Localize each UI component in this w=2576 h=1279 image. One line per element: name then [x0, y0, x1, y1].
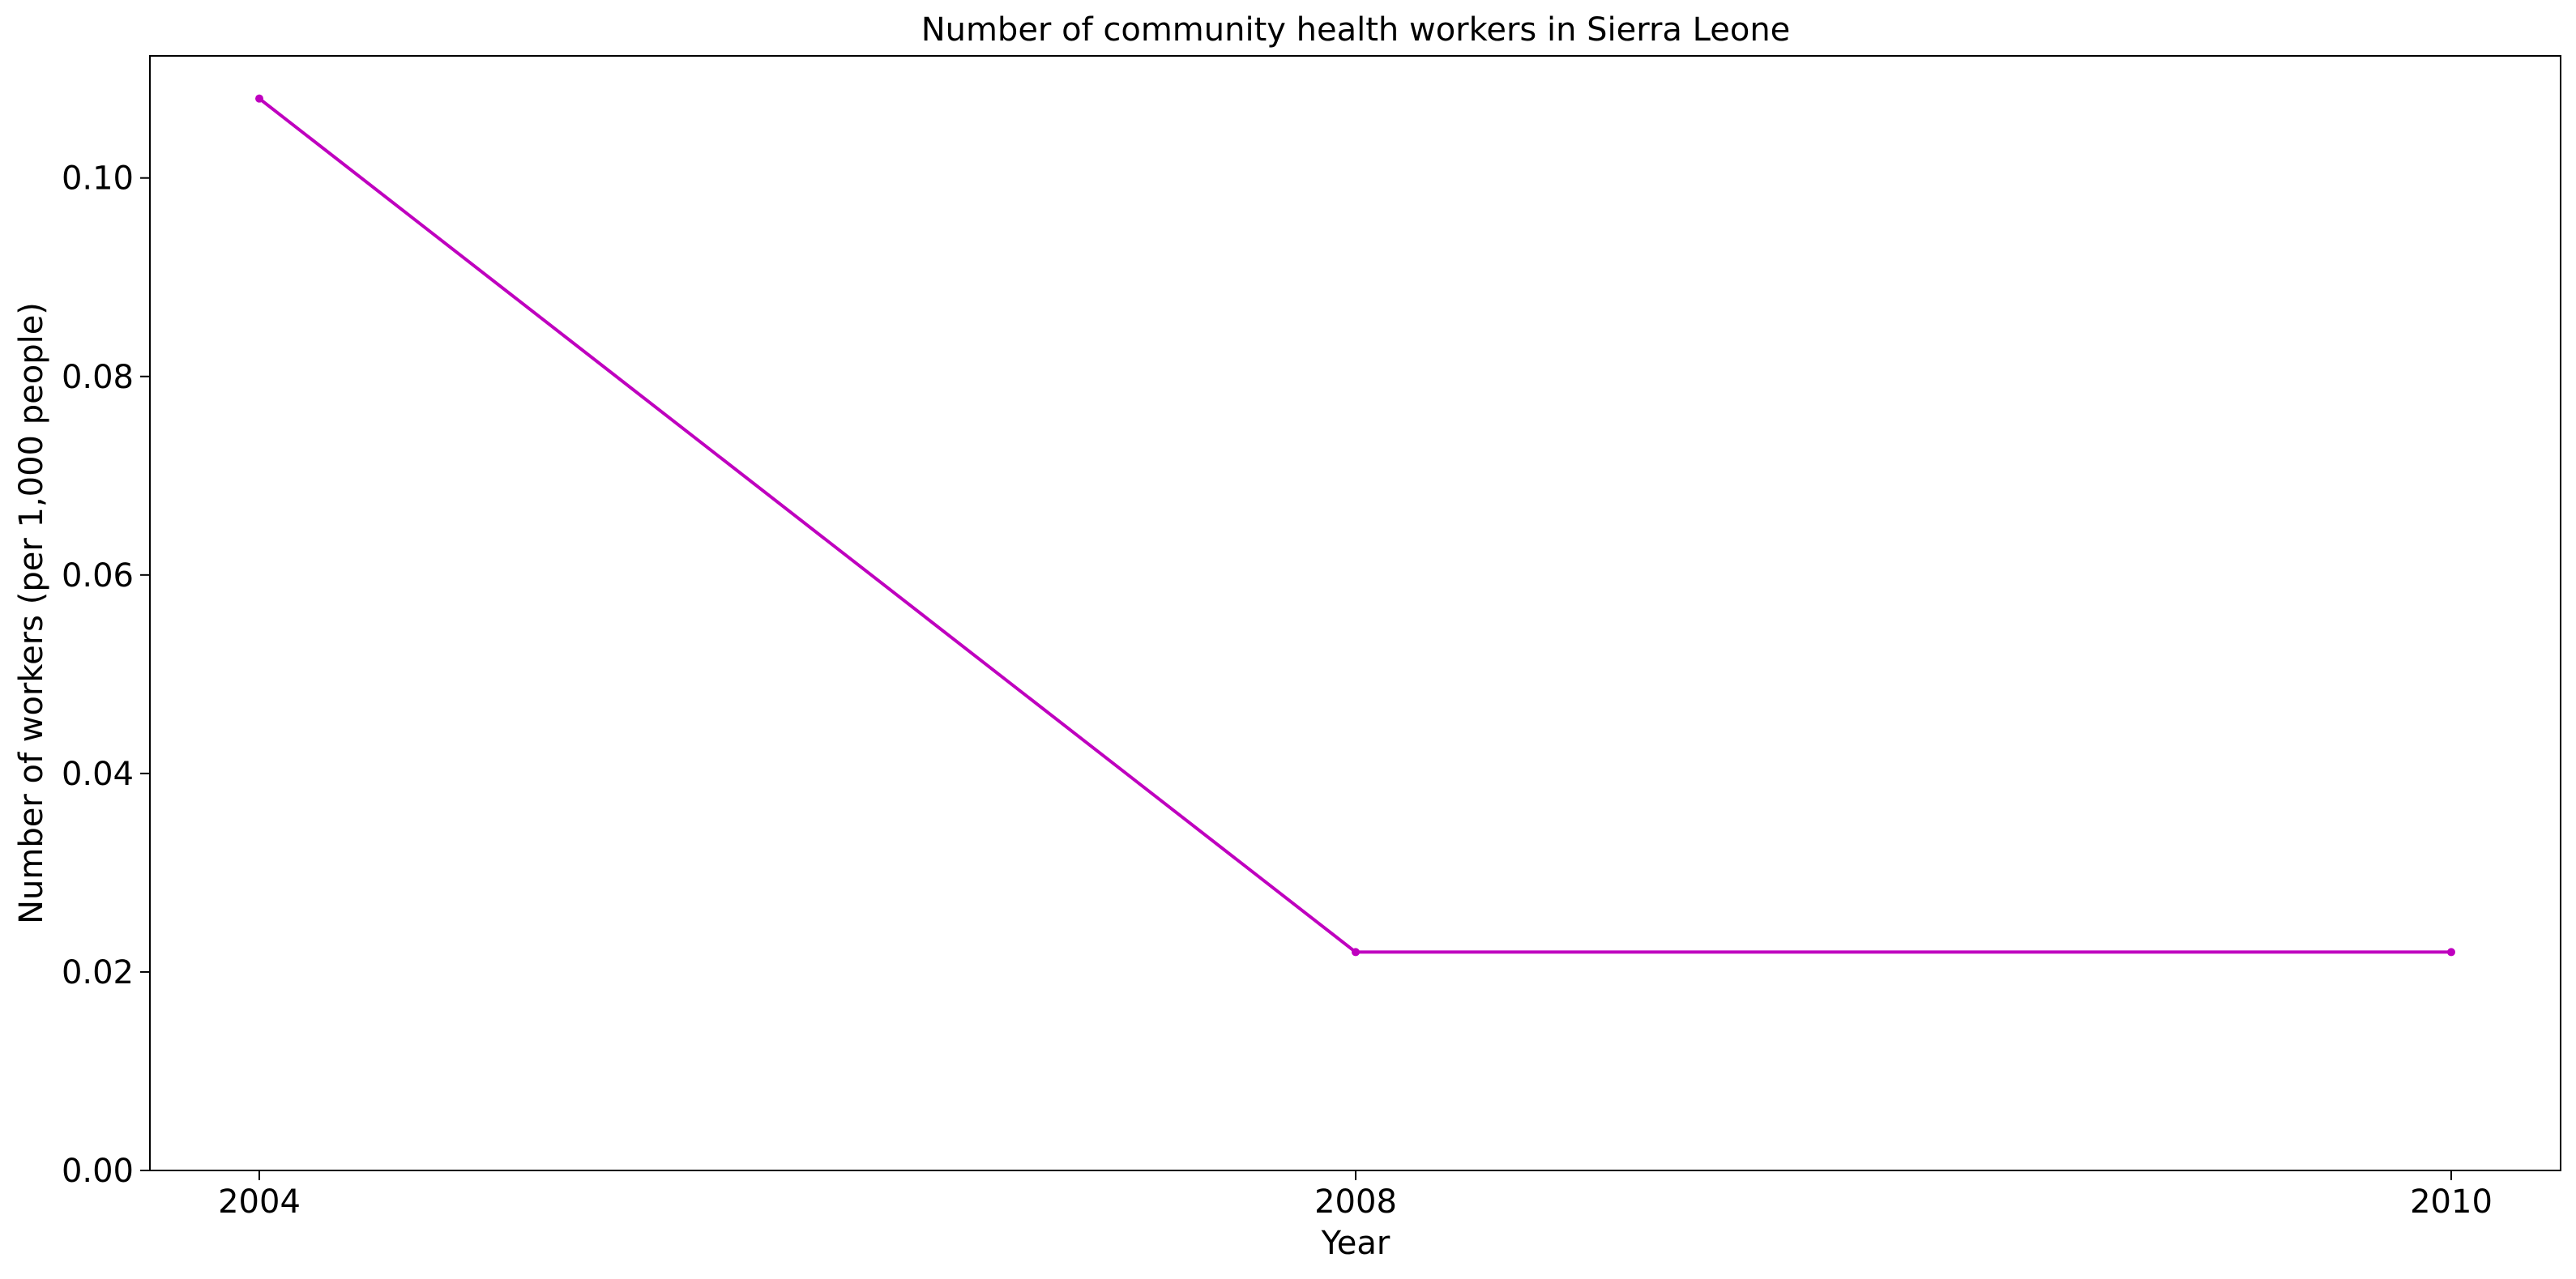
data-point — [2447, 948, 2455, 957]
x-tick-label: 2008 — [1314, 1183, 1397, 1221]
y-tick-label: 0.10 — [62, 160, 134, 198]
plot-area-frame — [149, 55, 2561, 1171]
y-tick-label: 0.00 — [62, 1153, 134, 1190]
x-tick-label: 2010 — [2410, 1183, 2493, 1221]
data-point — [1352, 948, 1360, 957]
y-tick-label: 0.06 — [62, 557, 134, 595]
chart-title: Number of community health workers in Si… — [921, 11, 1791, 49]
x-tick-label: 2004 — [218, 1183, 301, 1221]
y-tick-label: 0.04 — [62, 756, 134, 793]
series-layer — [255, 94, 2455, 957]
series-line — [258, 97, 2451, 954]
y-axis: 0.00 0.02 0.04 0.06 0.08 0.10 — [62, 160, 150, 1190]
data-point — [255, 94, 263, 103]
x-axis-label: Year — [1321, 1225, 1391, 1262]
y-tick-label: 0.02 — [62, 954, 134, 991]
y-tick-label: 0.08 — [62, 359, 134, 396]
y-axis-label: Number of workers (per 1,000 people) — [13, 302, 50, 924]
x-axis: 2004 2008 2010 — [218, 1170, 2493, 1221]
